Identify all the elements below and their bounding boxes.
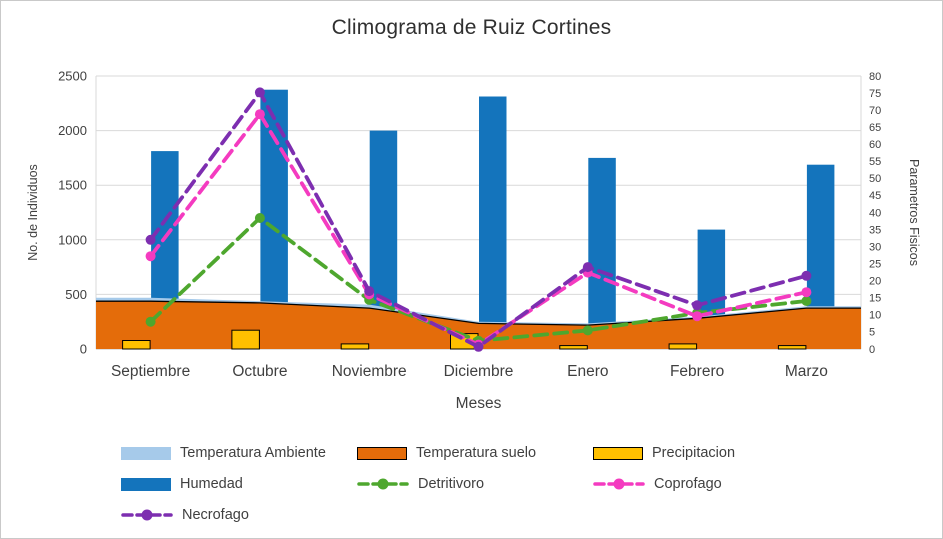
legend-label: Temperatura Ambiente xyxy=(180,445,326,461)
legend-item-temperatura-suelo: Temperatura suelo xyxy=(357,445,593,461)
legend-label: Coprofago xyxy=(654,476,722,492)
right-axis-tick-label: 70 xyxy=(869,105,881,117)
legend-swatch-necrofago-icon xyxy=(121,509,173,521)
legend-item-precipitacion: Precipitacion xyxy=(593,445,829,461)
x-axis-category-label: Septiembre xyxy=(111,363,190,380)
coprofago-point xyxy=(254,109,265,120)
legend-row: Temperatura Ambiente Temperatura suelo Pre… xyxy=(121,445,829,461)
legend-item-temperatura-ambiente: Temperatura Ambiente xyxy=(121,445,357,461)
temperatura-suelo-area xyxy=(96,301,861,349)
legend-item-humedad: Humedad xyxy=(121,476,357,492)
legend-row: Necrofago xyxy=(121,507,829,523)
legend-swatch-precipitacion-icon xyxy=(593,446,643,460)
x-axis-category-label: Octubre xyxy=(232,363,287,380)
legend-item-necrofago: Necrofago xyxy=(121,507,357,523)
legend-row: Humedad Detritivoro Coprofago xyxy=(121,476,829,492)
x-axis-category-label: Noviembre xyxy=(332,363,407,380)
x-axis-category-label: Diciembre xyxy=(444,363,514,380)
x-axis-category-label: Enero xyxy=(567,363,608,380)
left-axis-tick-label: 1000 xyxy=(58,232,87,247)
x-axis-title: Meses xyxy=(456,395,502,412)
necrofago-point xyxy=(801,270,812,281)
precipitacion-bar xyxy=(231,329,260,350)
left-axis-tick-label: 0 xyxy=(80,342,87,357)
legend-swatch-coprofago-icon xyxy=(593,478,645,490)
left-axis-tick-label: 500 xyxy=(65,287,87,302)
legend-label: Humedad xyxy=(180,476,243,492)
legend-label: Temperatura suelo xyxy=(416,445,537,461)
legend-swatch-temperatura-suelo-icon xyxy=(357,446,407,460)
legend-label: Detritivoro xyxy=(418,476,485,492)
y-axis-left-title: No. de Individuos xyxy=(26,164,40,261)
coprofago-point xyxy=(801,287,812,298)
x-axis-category-label: Marzo xyxy=(785,363,828,380)
right-axis-tick-label: 45 xyxy=(869,190,881,202)
left-axis-tick-label: 2500 xyxy=(58,69,87,84)
necrofago-point xyxy=(145,234,156,245)
right-axis-tick-label: 80 xyxy=(869,71,881,83)
chart-canvas: 0 500 1000 1500 2000 2500 0 5 10 15 20 25 30 35 40 45 50… xyxy=(26,69,921,413)
necrofago-point xyxy=(582,262,593,273)
precipitacion-bar xyxy=(559,345,588,350)
precipitacion-bar xyxy=(668,343,698,350)
detritivoro-point xyxy=(801,296,812,306)
precipitacion-bar xyxy=(777,345,807,350)
right-axis-tick-label: 30 xyxy=(869,241,881,253)
legend-item-detritivoro: Detritivoro xyxy=(357,476,593,492)
legend-swatch-temperatura-ambiente-icon xyxy=(121,446,171,460)
humedad-bar xyxy=(479,96,507,349)
right-axis-tick-label: 50 xyxy=(869,173,881,185)
necrofago-point xyxy=(254,87,265,98)
right-axis-tick-label: 35 xyxy=(869,224,881,236)
precipitacion-bar xyxy=(340,343,370,350)
right-axis-tick-label: 0 xyxy=(869,344,875,356)
necrofago-point xyxy=(692,300,703,311)
right-axis-tick-label: 55 xyxy=(869,156,881,168)
x-axis-category-label: Febrero xyxy=(670,363,724,380)
chart-legend: Temperatura Ambiente Temperatura suelo Pre… xyxy=(121,445,829,538)
right-axis-tick-label: 75 xyxy=(869,88,881,100)
legend-swatch-humedad-icon xyxy=(121,477,171,491)
right-axis-tick-label: 5 xyxy=(869,327,875,339)
precipitacion-bar xyxy=(122,340,151,350)
legend-label: Necrofago xyxy=(182,507,249,523)
legend-label: Precipitacion xyxy=(652,445,736,461)
humedad-bar xyxy=(588,157,616,349)
right-axis-tick-label: 15 xyxy=(869,293,881,305)
right-axis-tick-label: 60 xyxy=(869,139,881,151)
legend-swatch-detritivoro-icon xyxy=(357,478,409,490)
left-axis-tick-label: 2000 xyxy=(58,123,87,138)
right-axis-tick-label: 20 xyxy=(869,276,881,288)
right-axis-tick-label: 40 xyxy=(869,207,881,219)
detritivoro-point xyxy=(254,213,265,223)
coprofago-point xyxy=(692,311,703,322)
right-axis-tick-label: 65 xyxy=(869,122,881,134)
coprofago-point xyxy=(145,251,156,262)
right-axis-tick-label: 10 xyxy=(869,310,881,322)
right-axis-tick-label: 25 xyxy=(869,259,881,271)
detritivoro-point xyxy=(582,325,593,336)
temperatura-suelo-area-outline xyxy=(96,300,861,326)
chart-title: Climograma de Ruiz Cortines xyxy=(331,16,612,39)
left-axis-tick-label: 1500 xyxy=(58,178,87,193)
detritivoro-point xyxy=(145,316,156,327)
necrofago-point xyxy=(364,286,375,297)
y-axis-right-title: Parametros Fisicos xyxy=(907,159,921,266)
necrofago-point xyxy=(473,341,484,352)
legend-item-coprofago: Coprofago xyxy=(593,476,829,492)
